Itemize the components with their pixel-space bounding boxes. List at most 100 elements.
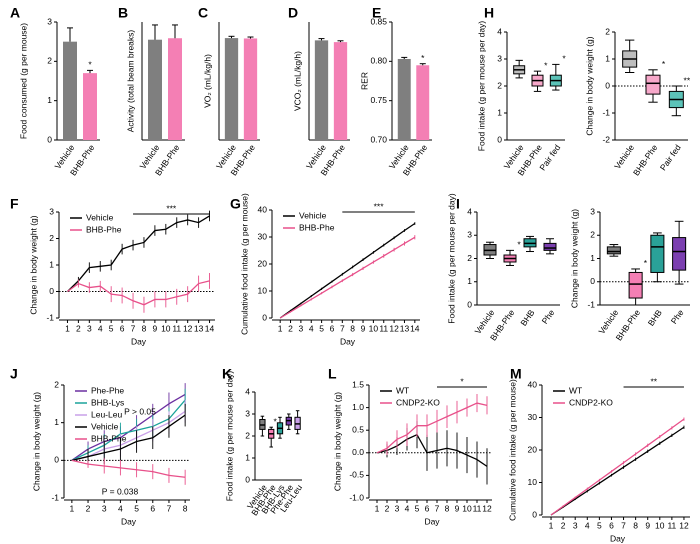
x-tick-label: 11 bbox=[667, 520, 676, 530]
panel-label: I bbox=[456, 196, 460, 212]
y-tick-label: 10 bbox=[258, 285, 268, 295]
y-tick-label: 0.80 bbox=[370, 56, 387, 66]
x-tick-label: 13 bbox=[194, 323, 204, 333]
y-axis-label: Change in body weight (g) bbox=[31, 392, 41, 491]
x-tick-label: 9 bbox=[361, 323, 366, 333]
bar bbox=[148, 39, 162, 141]
panel-label: E bbox=[372, 5, 381, 21]
y-tick-label: -1 bbox=[587, 299, 595, 309]
x-tick-label: 14 bbox=[410, 323, 420, 333]
significance: * bbox=[274, 416, 278, 426]
x-tick-label: 12 bbox=[183, 323, 193, 333]
x-axis-label: Day bbox=[340, 336, 356, 346]
x-tick-label: 10 bbox=[161, 323, 171, 333]
x-tick-label: 8 bbox=[445, 503, 450, 513]
significance: * bbox=[544, 60, 548, 70]
x-tick-label: 6 bbox=[150, 503, 155, 513]
significance: * bbox=[662, 59, 666, 69]
x-tick-label: Pair fed bbox=[658, 142, 683, 172]
y-tick-label: 1 bbox=[49, 259, 54, 269]
x-tick-label: 6 bbox=[120, 323, 125, 333]
bar bbox=[397, 58, 411, 141]
x-tick-label: 5 bbox=[597, 520, 602, 530]
x-tick-label: 5 bbox=[134, 503, 139, 513]
y-tick-label: 2 bbox=[54, 379, 59, 389]
y-tick-label: -2 bbox=[602, 134, 610, 144]
legend-label: Leu-Leu bbox=[91, 409, 122, 419]
bar bbox=[63, 41, 77, 140]
x-tick-label: 7 bbox=[435, 503, 440, 513]
x-tick-label: 4 bbox=[585, 520, 590, 530]
bar bbox=[243, 38, 258, 140]
y-tick-label: 30 bbox=[258, 231, 268, 241]
y-tick-label: -1 bbox=[51, 492, 59, 502]
x-tick-label: 10 bbox=[369, 323, 379, 333]
x-tick-label: 3 bbox=[299, 323, 304, 333]
legend-label: BHB-Phe bbox=[91, 433, 127, 443]
x-tick-label: 9 bbox=[153, 323, 158, 333]
y-axis-label: Change in body weight (g) bbox=[584, 36, 594, 135]
x-tick-label: Phe bbox=[669, 307, 686, 325]
y-tick-label: 1 bbox=[605, 53, 610, 63]
x-tick-label: Vehicle bbox=[612, 142, 636, 170]
series-line bbox=[279, 236, 416, 319]
y-tick-label: 3 bbox=[467, 230, 472, 240]
y-tick-label: 1 bbox=[497, 107, 502, 117]
panel-label: L bbox=[328, 366, 337, 382]
significance: ** bbox=[650, 376, 657, 386]
significance: * bbox=[562, 54, 566, 64]
y-tick-label: 0 bbox=[532, 509, 537, 519]
significance: ** bbox=[684, 75, 691, 85]
x-tick-label: 5 bbox=[415, 503, 420, 513]
x-tick-label: 5 bbox=[319, 323, 324, 333]
panel-label: K bbox=[222, 366, 232, 382]
panel-label: D bbox=[288, 5, 298, 21]
x-tick-label: 6 bbox=[609, 520, 614, 530]
y-axis-label: Change in body weight (g) bbox=[569, 209, 579, 308]
y-axis-label: Food intake (g per mouse per day) bbox=[446, 193, 456, 324]
x-tick-label: 8 bbox=[142, 323, 147, 333]
legend-label: BHB-Phe bbox=[86, 224, 122, 234]
y-tick-label: 3 bbox=[497, 53, 502, 63]
x-tick-label: 12 bbox=[389, 323, 399, 333]
bar bbox=[416, 65, 430, 140]
y-tick-label: 0 bbox=[49, 286, 54, 296]
x-tick-label: 13 bbox=[400, 323, 410, 333]
series-line bbox=[67, 215, 210, 292]
x-tick-label: 1 bbox=[65, 323, 70, 333]
bar bbox=[168, 38, 182, 140]
x-tick-label: 7 bbox=[131, 323, 136, 333]
legend-label: Vehicle bbox=[91, 421, 119, 431]
x-tick-label: 14 bbox=[205, 323, 215, 333]
y-tick-label: 1 bbox=[47, 95, 52, 105]
series-line bbox=[376, 433, 488, 467]
y-tick-label: -1.0 bbox=[349, 492, 364, 502]
y-tick-label: 40 bbox=[528, 379, 538, 389]
x-axis-label: Day bbox=[610, 533, 626, 543]
x-tick-label: 12 bbox=[679, 520, 689, 530]
x-tick-label: 1 bbox=[278, 323, 283, 333]
y-tick-label: 20 bbox=[258, 258, 268, 268]
y-axis-label: Food consumed (g per mouse) bbox=[18, 23, 28, 139]
y-tick-label: 4 bbox=[467, 206, 472, 216]
panel-label: H bbox=[484, 5, 494, 21]
x-tick-label: Phe bbox=[540, 307, 557, 325]
y-tick-label: 2 bbox=[467, 253, 472, 263]
y-axis-label: Food intake (g per mouse per day) bbox=[224, 371, 234, 502]
bar bbox=[314, 40, 329, 140]
series-line bbox=[71, 414, 186, 461]
x-tick-label: 4 bbox=[98, 323, 103, 333]
x-tick-label: 8 bbox=[183, 503, 188, 513]
y-tick-label: -1 bbox=[602, 107, 610, 117]
x-tick-label: 2 bbox=[561, 520, 566, 530]
y-tick-label: -1 bbox=[46, 312, 54, 322]
x-tick-label: 8 bbox=[350, 323, 355, 333]
box bbox=[628, 271, 643, 299]
box bbox=[543, 242, 557, 251]
x-tick-label: 5 bbox=[109, 323, 114, 333]
x-tick-label: 11 bbox=[473, 503, 482, 513]
panel-label: M bbox=[510, 366, 522, 382]
y-tick-label: 0.85 bbox=[370, 16, 387, 26]
legend-label: CNDP2-KO bbox=[396, 397, 440, 407]
